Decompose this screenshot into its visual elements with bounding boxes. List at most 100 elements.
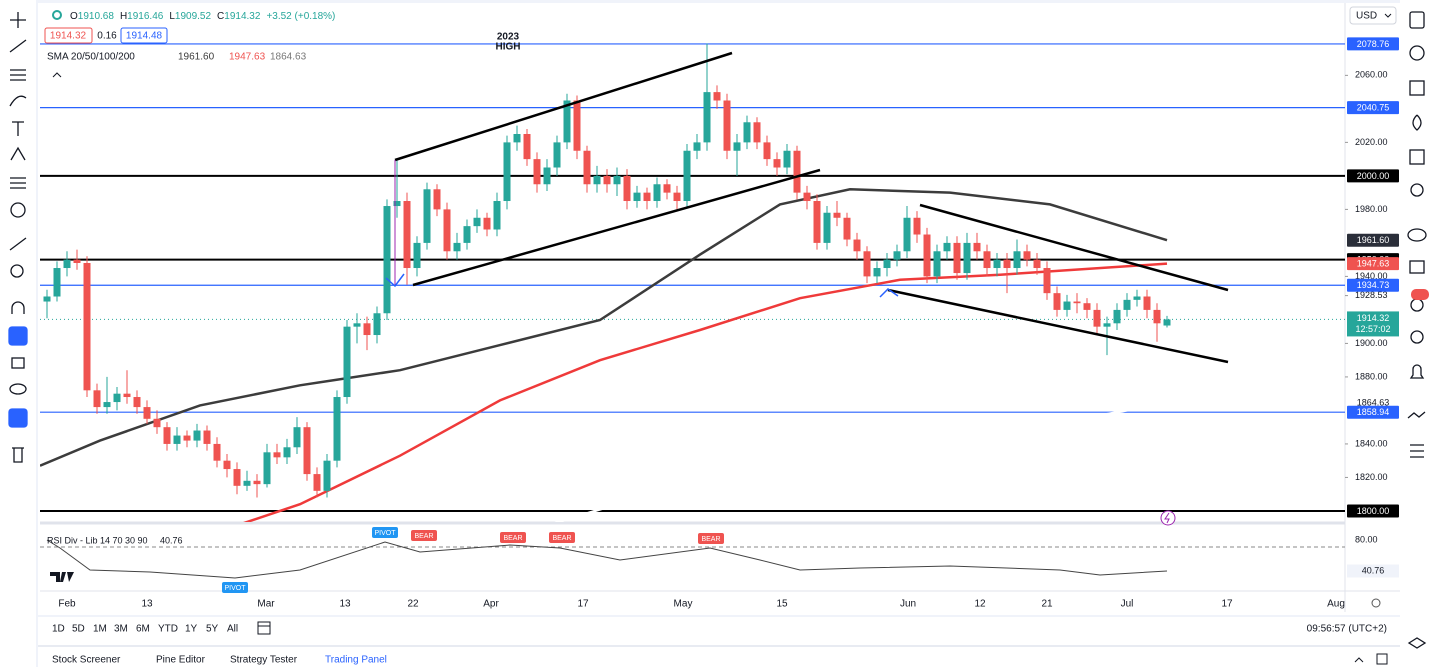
maximize[interactable] [1376,653,1388,665]
candle-body [293,427,301,448]
candle-body [443,209,451,252]
candle-body [163,427,171,444]
candle-body [1093,309,1101,327]
x-tick-label: 12 [974,599,986,610]
rsi-label: RSI Div - Lib 14 70 30 90 [47,535,148,545]
tab[interactable]: Pine Editor [156,655,206,666]
rsi-tick-label: 80.00 [1355,534,1378,544]
candle-body [1133,296,1141,300]
range-button[interactable]: 5D [72,624,85,635]
x-tick-label: 22 [407,599,419,610]
candle-body [1023,251,1031,260]
candle-body [483,217,491,230]
tab[interactable]: Trading Panel [325,655,387,666]
settings-icon[interactable] [1371,598,1381,608]
sma-line [243,262,1168,522]
candle-body [223,460,231,470]
spread: 0.16 [97,31,117,42]
range-button[interactable]: YTD [158,624,178,635]
pivot-mark [879,288,899,298]
candle-body [1123,299,1131,310]
rsi-line [46,539,1168,579]
candle-body [1053,293,1061,310]
y-tick-label: 2020.00 [1355,137,1388,147]
collapse-caret[interactable] [52,72,62,78]
date-range-icon[interactable] [257,621,271,635]
candle-body [353,323,361,327]
candle-body [493,201,501,230]
currency-select[interactable] [1349,6,1397,25]
range-button[interactable]: 6M [136,624,150,635]
last-price-box [1347,311,1399,337]
candle-body [183,435,191,441]
candle-body [763,142,771,160]
candle-body [243,480,251,486]
candle-body [533,159,541,185]
x-tick-label: 15 [776,599,788,610]
rsi-signal: PIVOT [374,530,396,537]
x-tick-label: 21 [1041,599,1053,610]
candle-body [673,192,681,202]
candle-body [363,323,371,336]
candle-body [703,92,711,143]
candle-body [943,242,951,252]
candle-body [1153,309,1161,324]
price-label-box [1347,101,1399,115]
x-tick-label: May [674,599,693,610]
range-button[interactable]: 5Y [206,624,219,635]
range-button[interactable]: 3M [114,624,128,635]
range-button[interactable]: 1D [52,624,65,635]
candle-body [663,184,671,193]
candle-body [113,393,121,403]
candle-body [413,242,421,269]
y-tick-label: 2060.00 [1355,70,1388,80]
event-icon[interactable] [1160,510,1176,526]
rsi-signal-box [500,532,526,543]
price-label: 2078.76 [1357,39,1390,49]
range-button[interactable]: All [227,624,238,635]
tv-logo [50,572,74,582]
candle-body [1013,251,1021,269]
candle-body [783,150,791,168]
panel-toggle[interactable] [1354,657,1364,663]
sma-line [554,401,1168,522]
currency[interactable]: USD [1356,11,1377,22]
y-tick-label: 1820.00 [1355,472,1388,482]
candle-body [433,189,441,210]
candle-body [843,217,851,240]
candle-body [203,430,211,444]
rsi-signal: BEAR [414,533,433,540]
range-button[interactable]: 1Y [185,624,198,635]
tab[interactable]: Strategy Tester [230,655,298,666]
notification-badge [1411,289,1429,300]
candle-body [623,175,631,202]
candle-body [423,189,431,243]
candle-body [53,268,61,297]
candle-body [983,251,991,269]
buy-button[interactable] [120,27,168,44]
candle-body [883,259,891,269]
candle-body [1033,259,1041,269]
range-button[interactable]: 1M [93,624,107,635]
sell-price[interactable]: 1914.32 [50,31,87,42]
buy-price[interactable]: 1914.48 [126,31,163,42]
rsi-signal: PIVOT [224,585,246,592]
tab[interactable]: Stock Screener [52,655,121,666]
ohlc-value: 1916.46 [127,11,164,22]
ohlc-value: 1910.68 [78,11,115,22]
sell-button[interactable] [44,27,93,44]
price-label-box [1347,169,1399,183]
candle-body [683,150,691,202]
candle-body [863,251,871,277]
price-label-box [1347,405,1399,419]
indicator-name: SMA 20/50/100/200 [47,52,135,63]
candle-body [473,217,481,227]
candle-body [383,206,391,314]
candle-body [343,326,351,398]
candle-body [653,184,661,202]
sidebar-icons[interactable] [1407,11,1427,649]
rsi-current: 40.76 [1362,565,1385,575]
drawing-tools[interactable] [8,12,28,463]
candle-body [973,242,981,252]
candle-body [993,259,1001,269]
